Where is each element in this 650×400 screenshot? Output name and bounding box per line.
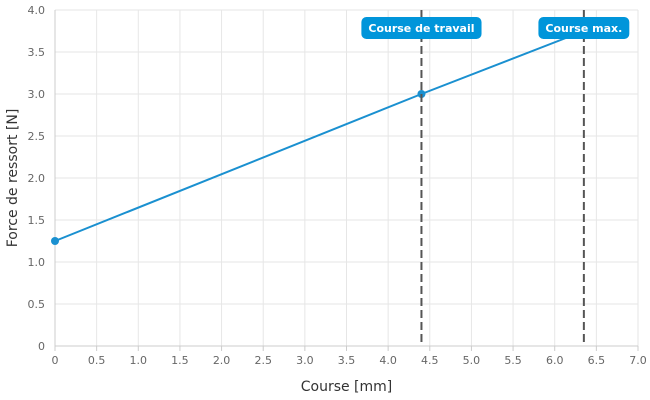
y-tick-label: 1.0 (28, 256, 46, 269)
x-tick-label: 6.5 (588, 354, 606, 367)
grid (55, 9, 639, 346)
data-series (51, 30, 585, 245)
x-tick-label: 7.0 (629, 354, 647, 367)
y-tick-label: 1.5 (28, 214, 46, 227)
x-tick-label: 3.0 (296, 354, 314, 367)
marker-label-background (361, 17, 482, 39)
x-tick-label: 2.5 (254, 354, 272, 367)
axes (54, 10, 639, 351)
data-point (51, 237, 59, 245)
y-tick-label: 3.0 (28, 88, 46, 101)
x-tick-label: 4.5 (421, 354, 439, 367)
y-tick-label: 4.0 (28, 4, 46, 17)
x-tick-label: 0.5 (88, 354, 106, 367)
marker-label-text: Course de travail (368, 22, 474, 35)
x-tick-label: 6.0 (546, 354, 564, 367)
y-tick-label: 0.5 (28, 298, 46, 311)
y-tick-label: 2.5 (28, 130, 46, 143)
marker-label: Course max. (538, 17, 630, 39)
x-axis-title: Course [mm] (301, 379, 393, 395)
vertical-markers: Course de travail Course max. (361, 10, 630, 346)
y-axis-title: Force de ressort [N] (5, 109, 21, 248)
x-tick-label: 5.5 (504, 354, 522, 367)
marker-label: Course de travail (361, 17, 482, 39)
x-tick-label: 5.0 (463, 354, 481, 367)
y-tick-label: 2.0 (28, 172, 46, 185)
marker-label-background (538, 17, 630, 39)
marker-label-text: Course max. (545, 22, 622, 35)
x-tick-label: 2.0 (213, 354, 231, 367)
x-tick-label: 1.0 (130, 354, 148, 367)
y-tick-label: 3.5 (28, 46, 46, 59)
x-tick-label: 4.0 (379, 354, 397, 367)
x-tick-label: 1.5 (171, 354, 189, 367)
x-tick-label: 0 (52, 354, 59, 367)
x-tick-label: 3.5 (338, 354, 356, 367)
y-tick-label: 0 (38, 340, 45, 353)
tick-labels: 0 0.5 1.0 1.5 2.0 2.5 3.0 3.5 4.0 4.5 5.0 5.5 6.0 6.5… (28, 4, 647, 367)
